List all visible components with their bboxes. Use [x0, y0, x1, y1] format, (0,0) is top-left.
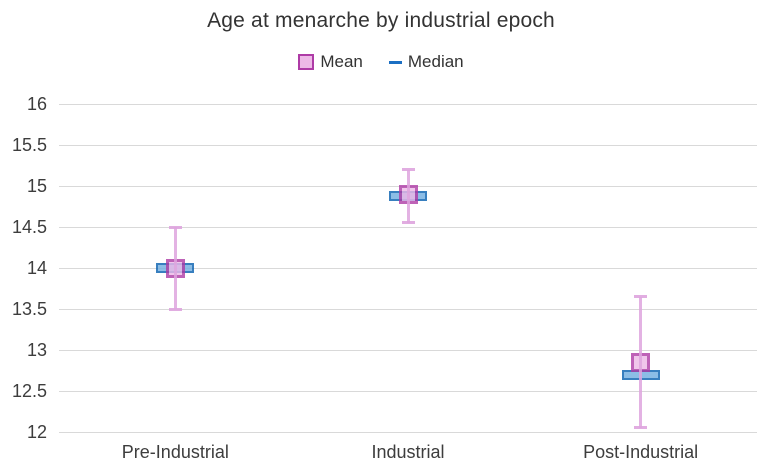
- y-axis-tick-label: 13.5: [11, 299, 47, 319]
- median-swatch-icon: [388, 60, 402, 64]
- y-axis-tick-label: 15.5: [11, 135, 47, 155]
- x-axis-category-label: Industrial: [371, 442, 445, 462]
- error-bar-cap-bottom: [401, 221, 415, 225]
- error-bar-cap-top: [401, 168, 415, 172]
- gridline: [59, 226, 757, 228]
- chart-title: Age at menarche by industrial epoch: [207, 9, 555, 32]
- y-axis-tick-label: 15: [26, 176, 47, 196]
- error-bar: [639, 296, 643, 428]
- error-bar-cap-top: [634, 295, 648, 299]
- error-bar: [406, 169, 410, 223]
- gridline: [59, 390, 757, 392]
- y-axis-tick-label: 12: [26, 422, 47, 442]
- gridline: [59, 349, 757, 351]
- mean-swatch-icon: [298, 54, 315, 70]
- gridline: [59, 103, 757, 105]
- x-axis-category-label: Post-Industrial: [583, 442, 699, 462]
- gridline: [59, 144, 757, 146]
- error-bar: [173, 227, 177, 309]
- x-axis-category-label: Pre-Industrial: [121, 442, 229, 462]
- error-bar-cap-bottom: [634, 426, 648, 430]
- legend-item-median[interactable]: Median: [388, 52, 464, 72]
- legend-label-median: Median: [407, 52, 464, 71]
- legend-label-mean: Mean: [320, 52, 363, 71]
- legend: Mean Median: [0, 52, 762, 72]
- gridline: [59, 267, 757, 269]
- error-bar-cap-bottom: [168, 307, 182, 311]
- gridline: [59, 431, 757, 433]
- y-axis-tick-label: 12.5: [11, 381, 47, 401]
- y-axis-tick-label: 16: [26, 94, 47, 114]
- legend-item-mean[interactable]: Mean: [298, 52, 363, 72]
- gridline: [59, 308, 757, 310]
- error-bar-cap-top: [168, 225, 182, 229]
- y-axis-tick-label: 14.5: [11, 217, 47, 237]
- y-axis-tick-label: 13: [26, 340, 47, 360]
- y-axis-tick-label: 14: [26, 258, 47, 278]
